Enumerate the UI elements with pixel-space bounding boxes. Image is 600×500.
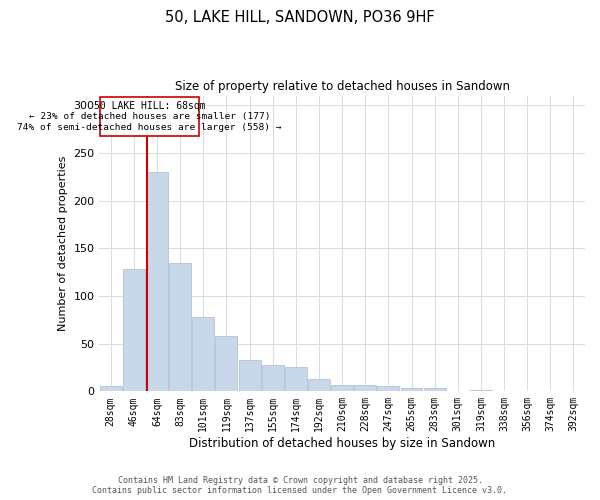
- Title: Size of property relative to detached houses in Sandown: Size of property relative to detached ho…: [175, 80, 509, 93]
- Bar: [285, 368, 307, 392]
- Bar: [169, 262, 191, 392]
- Bar: [262, 364, 284, 392]
- Bar: [470, 390, 492, 392]
- Bar: [100, 386, 122, 392]
- Text: Contains HM Land Registry data © Crown copyright and database right 2025.
Contai: Contains HM Land Registry data © Crown c…: [92, 476, 508, 495]
- Text: ← 23% of detached houses are smaller (177): ← 23% of detached houses are smaller (17…: [29, 112, 270, 121]
- Bar: [354, 384, 376, 392]
- Y-axis label: Number of detached properties: Number of detached properties: [58, 156, 68, 331]
- Bar: [239, 360, 260, 392]
- Bar: [123, 269, 145, 392]
- Bar: [146, 172, 168, 392]
- Bar: [331, 384, 353, 392]
- Bar: [401, 388, 422, 392]
- X-axis label: Distribution of detached houses by size in Sandown: Distribution of detached houses by size …: [189, 437, 495, 450]
- FancyBboxPatch shape: [100, 98, 199, 136]
- Text: 74% of semi-detached houses are larger (558) →: 74% of semi-detached houses are larger (…: [17, 123, 281, 132]
- Bar: [377, 386, 400, 392]
- Text: 50, LAKE HILL, SANDOWN, PO36 9HF: 50, LAKE HILL, SANDOWN, PO36 9HF: [165, 10, 435, 25]
- Bar: [193, 317, 214, 392]
- Bar: [424, 388, 446, 392]
- Bar: [308, 379, 330, 392]
- Bar: [215, 336, 238, 392]
- Text: 50 LAKE HILL: 68sqm: 50 LAKE HILL: 68sqm: [94, 102, 205, 112]
